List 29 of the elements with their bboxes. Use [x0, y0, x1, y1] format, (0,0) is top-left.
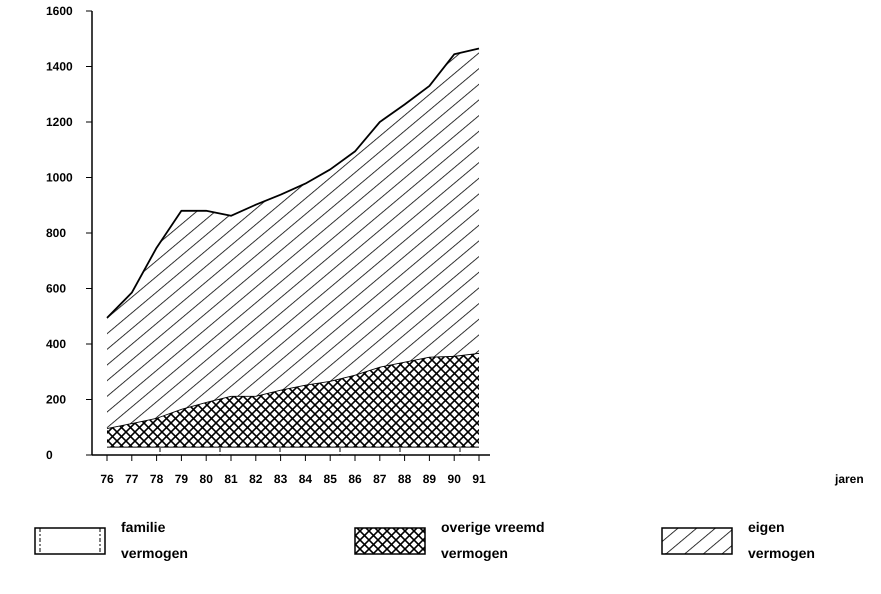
x-tick-label: 91: [472, 472, 486, 486]
y-tick-label: 1600: [46, 4, 74, 18]
y-tick-label: 200: [46, 392, 66, 407]
x-tick-label: 77: [125, 472, 139, 486]
y-tick-label: 1400: [46, 60, 74, 74]
x-tick-label: 83: [274, 472, 288, 486]
x-tick-label: 82: [249, 472, 263, 486]
x-tick-label: 84: [298, 472, 312, 486]
x-tick-label: 80: [200, 472, 214, 486]
x-tick-label: 87: [373, 472, 387, 486]
legend-label: eigen vermogen: [748, 519, 815, 561]
y-tick-label: 1200: [46, 115, 74, 130]
x-tick-label: 76: [100, 472, 114, 486]
x-tick-label: 89: [422, 472, 436, 486]
x-tick-label: 90: [448, 472, 462, 486]
legend-label: familie vermogen: [121, 519, 188, 561]
x-tick-label: 88: [398, 472, 412, 486]
y-tick-label: 0: [46, 448, 53, 462]
y-tick-label: 400: [46, 337, 66, 352]
y-tick-label: 1000: [46, 170, 74, 185]
text: jaren: [834, 472, 864, 486]
y-tick-label: 600: [46, 282, 66, 296]
x-tick-label: 86: [348, 472, 362, 486]
y-tick-label: 800: [46, 226, 66, 240]
x-tick-label: 85: [324, 472, 338, 486]
x-tick-label: 78: [150, 472, 164, 486]
x-tick-label: 81: [224, 472, 238, 486]
legend-label: overige vreemd vermogen: [441, 519, 544, 561]
x-tick-label: 79: [174, 472, 188, 486]
